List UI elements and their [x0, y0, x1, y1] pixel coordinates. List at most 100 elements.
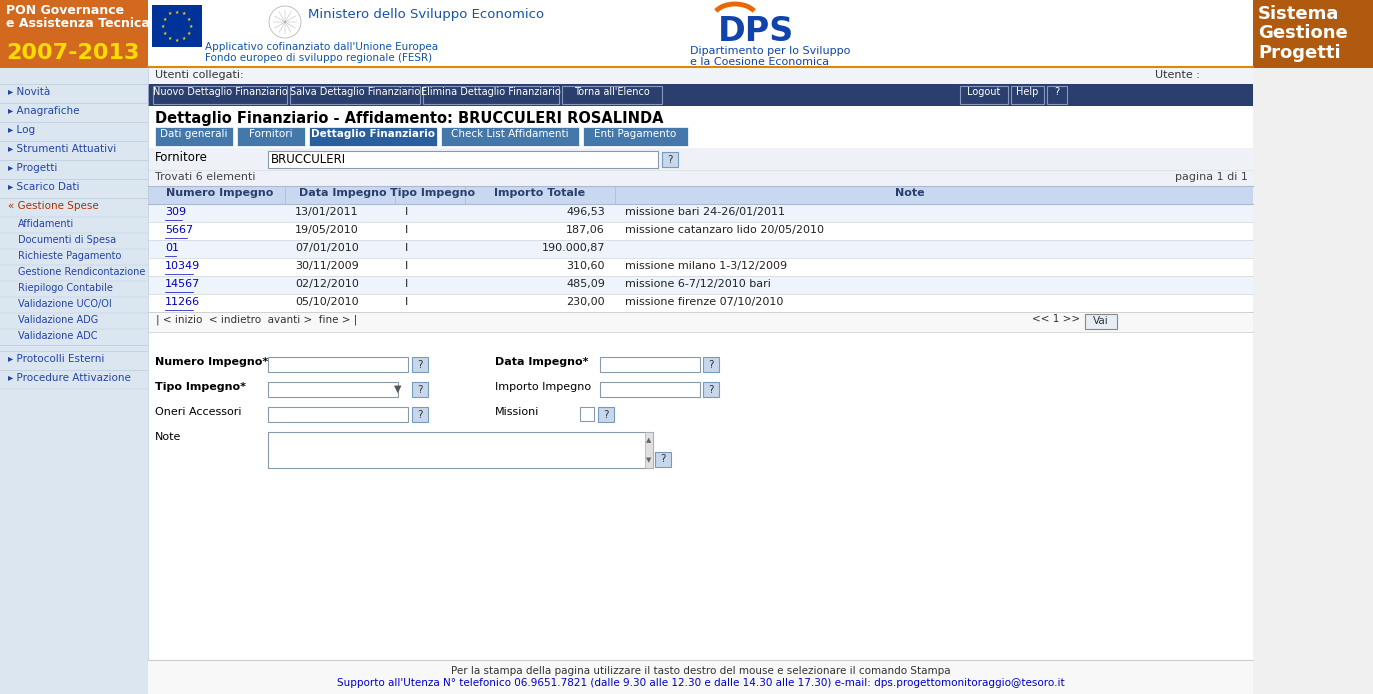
Text: Dettaglio Finanziario - Affidamento: BRUCCULERI ROSALINDA: Dettaglio Finanziario - Affidamento: BRU…: [155, 111, 663, 126]
Bar: [268, 151, 658, 168]
Bar: [148, 148, 1254, 170]
Text: Validazione ADG: Validazione ADG: [18, 315, 99, 325]
Text: e la Coesione Economica: e la Coesione Economica: [691, 57, 829, 67]
Text: ▼: ▼: [647, 457, 652, 463]
Bar: [1254, 0, 1373, 68]
Text: Check List Affidamenti: Check List Affidamenti: [452, 129, 568, 139]
Bar: [1011, 86, 1043, 104]
Text: missione bari 24-26/01/2011: missione bari 24-26/01/2011: [625, 207, 785, 217]
Text: Affidamenti: Affidamenti: [18, 219, 74, 229]
Text: ★: ★: [187, 17, 191, 22]
Bar: [290, 86, 420, 104]
Text: 14567: 14567: [165, 279, 200, 289]
Bar: [148, 240, 1254, 258]
Bar: [152, 5, 202, 47]
Text: Documenti di Spesa: Documenti di Spesa: [18, 235, 117, 245]
Text: 496,53: 496,53: [566, 207, 605, 217]
Text: ?: ?: [417, 359, 423, 369]
Text: ★: ★: [162, 31, 168, 35]
Bar: [148, 106, 1254, 660]
Text: I: I: [405, 279, 408, 289]
Text: ★: ★: [174, 37, 180, 42]
Text: Fondo europeo di sviluppo regionale (FESR): Fondo europeo di sviluppo regionale (FES…: [205, 53, 432, 63]
Bar: [600, 357, 700, 372]
Text: Logout: Logout: [968, 87, 1001, 97]
Text: « Gestione Spese: « Gestione Spese: [8, 201, 99, 211]
Text: Progetti: Progetti: [1258, 44, 1340, 62]
Text: << 1 >>: << 1 >>: [1032, 314, 1081, 324]
Text: BRUCCULERI: BRUCCULERI: [270, 153, 346, 166]
Text: Gestione: Gestione: [1258, 24, 1348, 42]
Text: Riepilogo Contabile: Riepilogo Contabile: [18, 283, 113, 293]
Text: 309: 309: [165, 207, 187, 217]
Text: Numero Impegno*: Numero Impegno*: [155, 357, 268, 367]
FancyBboxPatch shape: [662, 152, 678, 167]
Text: ★: ★: [187, 31, 191, 35]
Text: Richieste Pagamento: Richieste Pagamento: [18, 251, 121, 261]
FancyBboxPatch shape: [412, 407, 428, 422]
Bar: [148, 186, 1254, 204]
FancyBboxPatch shape: [412, 382, 428, 397]
Bar: [148, 222, 1254, 240]
Text: ▸ Scarico Dati: ▸ Scarico Dati: [8, 182, 80, 192]
Text: Enti Pagamento: Enti Pagamento: [595, 129, 677, 139]
Text: ?: ?: [417, 384, 423, 394]
Text: DPS: DPS: [718, 15, 794, 48]
Text: e Assistenza Tecnica: e Assistenza Tecnica: [5, 17, 150, 30]
Text: I: I: [405, 225, 408, 235]
Bar: [0, 68, 148, 694]
Bar: [268, 432, 654, 468]
Bar: [423, 86, 559, 104]
Text: ★: ★: [181, 11, 187, 17]
Bar: [600, 382, 700, 397]
Text: Dati generali: Dati generali: [161, 129, 228, 139]
Text: ▼: ▼: [394, 384, 402, 394]
Text: I: I: [405, 261, 408, 271]
FancyBboxPatch shape: [599, 407, 614, 422]
Text: Fornitori: Fornitori: [249, 129, 292, 139]
Text: ?: ?: [667, 155, 673, 164]
Text: Gestione Rendicontazione: Gestione Rendicontazione: [18, 267, 146, 277]
Bar: [148, 294, 1254, 312]
Text: ▸ Strumenti Attuativi: ▸ Strumenti Attuativi: [8, 144, 117, 154]
Bar: [441, 127, 579, 146]
Text: Dipartimento per lo Sviluppo: Dipartimento per lo Sviluppo: [691, 46, 850, 56]
Text: ▸ Anagrafiche: ▸ Anagrafiche: [8, 106, 80, 116]
Bar: [268, 407, 408, 422]
Text: Oneri Accessori: Oneri Accessori: [155, 407, 242, 417]
Text: missione milano 1-3/12/2009: missione milano 1-3/12/2009: [625, 261, 787, 271]
Text: ★: ★: [168, 11, 172, 17]
Text: | < inizio  < indietro  avanti >  fine > |: | < inizio < indietro avanti > fine > |: [157, 314, 357, 325]
Text: ★: ★: [168, 35, 172, 41]
Text: ★: ★: [181, 35, 187, 41]
Bar: [148, 660, 1254, 694]
Text: missione 6-7/12/2010 bari: missione 6-7/12/2010 bari: [625, 279, 770, 289]
Text: Tipo Impegno*: Tipo Impegno*: [155, 382, 246, 392]
Text: 11266: 11266: [165, 297, 200, 307]
Text: Note: Note: [895, 188, 925, 198]
FancyBboxPatch shape: [703, 382, 719, 397]
Text: Torna all'Elenco: Torna all'Elenco: [574, 87, 649, 97]
Text: ?: ?: [603, 409, 608, 419]
Text: 07/01/2010: 07/01/2010: [295, 243, 358, 253]
Text: ?: ?: [417, 409, 423, 419]
Text: Validazione UCO/OI: Validazione UCO/OI: [18, 299, 111, 309]
Text: Applicativo cofinanziato dall'Unione Europea: Applicativo cofinanziato dall'Unione Eur…: [205, 42, 438, 52]
Bar: [1085, 314, 1118, 329]
Text: Ministero dello Sviluppo Economico: Ministero dello Sviluppo Economico: [308, 8, 544, 21]
Text: Elimina Dettaglio Finanziario: Elimina Dettaglio Finanziario: [422, 87, 562, 97]
Text: ▸ Log: ▸ Log: [8, 125, 36, 135]
Text: 13/01/2011: 13/01/2011: [295, 207, 358, 217]
Text: ?: ?: [1054, 87, 1060, 97]
Text: pagina 1 di 1: pagina 1 di 1: [1175, 172, 1248, 182]
Bar: [148, 170, 1254, 186]
Text: Dettaglio Finanziario: Dettaglio Finanziario: [312, 129, 435, 139]
Text: ?: ?: [708, 384, 714, 394]
Text: 2007-2013: 2007-2013: [5, 43, 140, 63]
Text: Trovati 6 elementi: Trovati 6 elementi: [155, 172, 255, 182]
Text: Vai: Vai: [1093, 316, 1109, 326]
FancyBboxPatch shape: [655, 452, 671, 467]
Bar: [148, 68, 1254, 84]
Text: ★: ★: [189, 24, 194, 28]
Bar: [148, 84, 1254, 106]
